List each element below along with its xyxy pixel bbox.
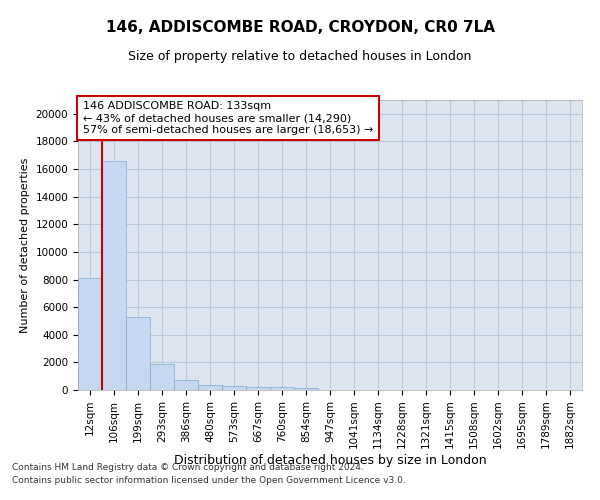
Bar [294,388,318,390]
Text: Contains HM Land Registry data © Crown copyright and database right 2024.: Contains HM Land Registry data © Crown c… [12,464,364,472]
Bar [126,317,150,390]
X-axis label: Distribution of detached houses by size in London: Distribution of detached houses by size … [173,454,487,467]
Bar [222,386,246,390]
Bar [150,364,174,390]
Text: Size of property relative to detached houses in London: Size of property relative to detached ho… [128,50,472,63]
Bar [198,385,222,390]
Text: Contains public sector information licensed under the Open Government Licence v3: Contains public sector information licen… [12,476,406,485]
Bar [174,380,198,390]
Bar [102,161,126,390]
Bar [246,387,270,390]
Y-axis label: Number of detached properties: Number of detached properties [20,158,30,332]
Bar [270,388,294,390]
Bar [78,278,102,390]
Text: 146, ADDISCOMBE ROAD, CROYDON, CR0 7LA: 146, ADDISCOMBE ROAD, CROYDON, CR0 7LA [106,20,494,35]
Text: 146 ADDISCOMBE ROAD: 133sqm
← 43% of detached houses are smaller (14,290)
57% of: 146 ADDISCOMBE ROAD: 133sqm ← 43% of det… [83,102,373,134]
